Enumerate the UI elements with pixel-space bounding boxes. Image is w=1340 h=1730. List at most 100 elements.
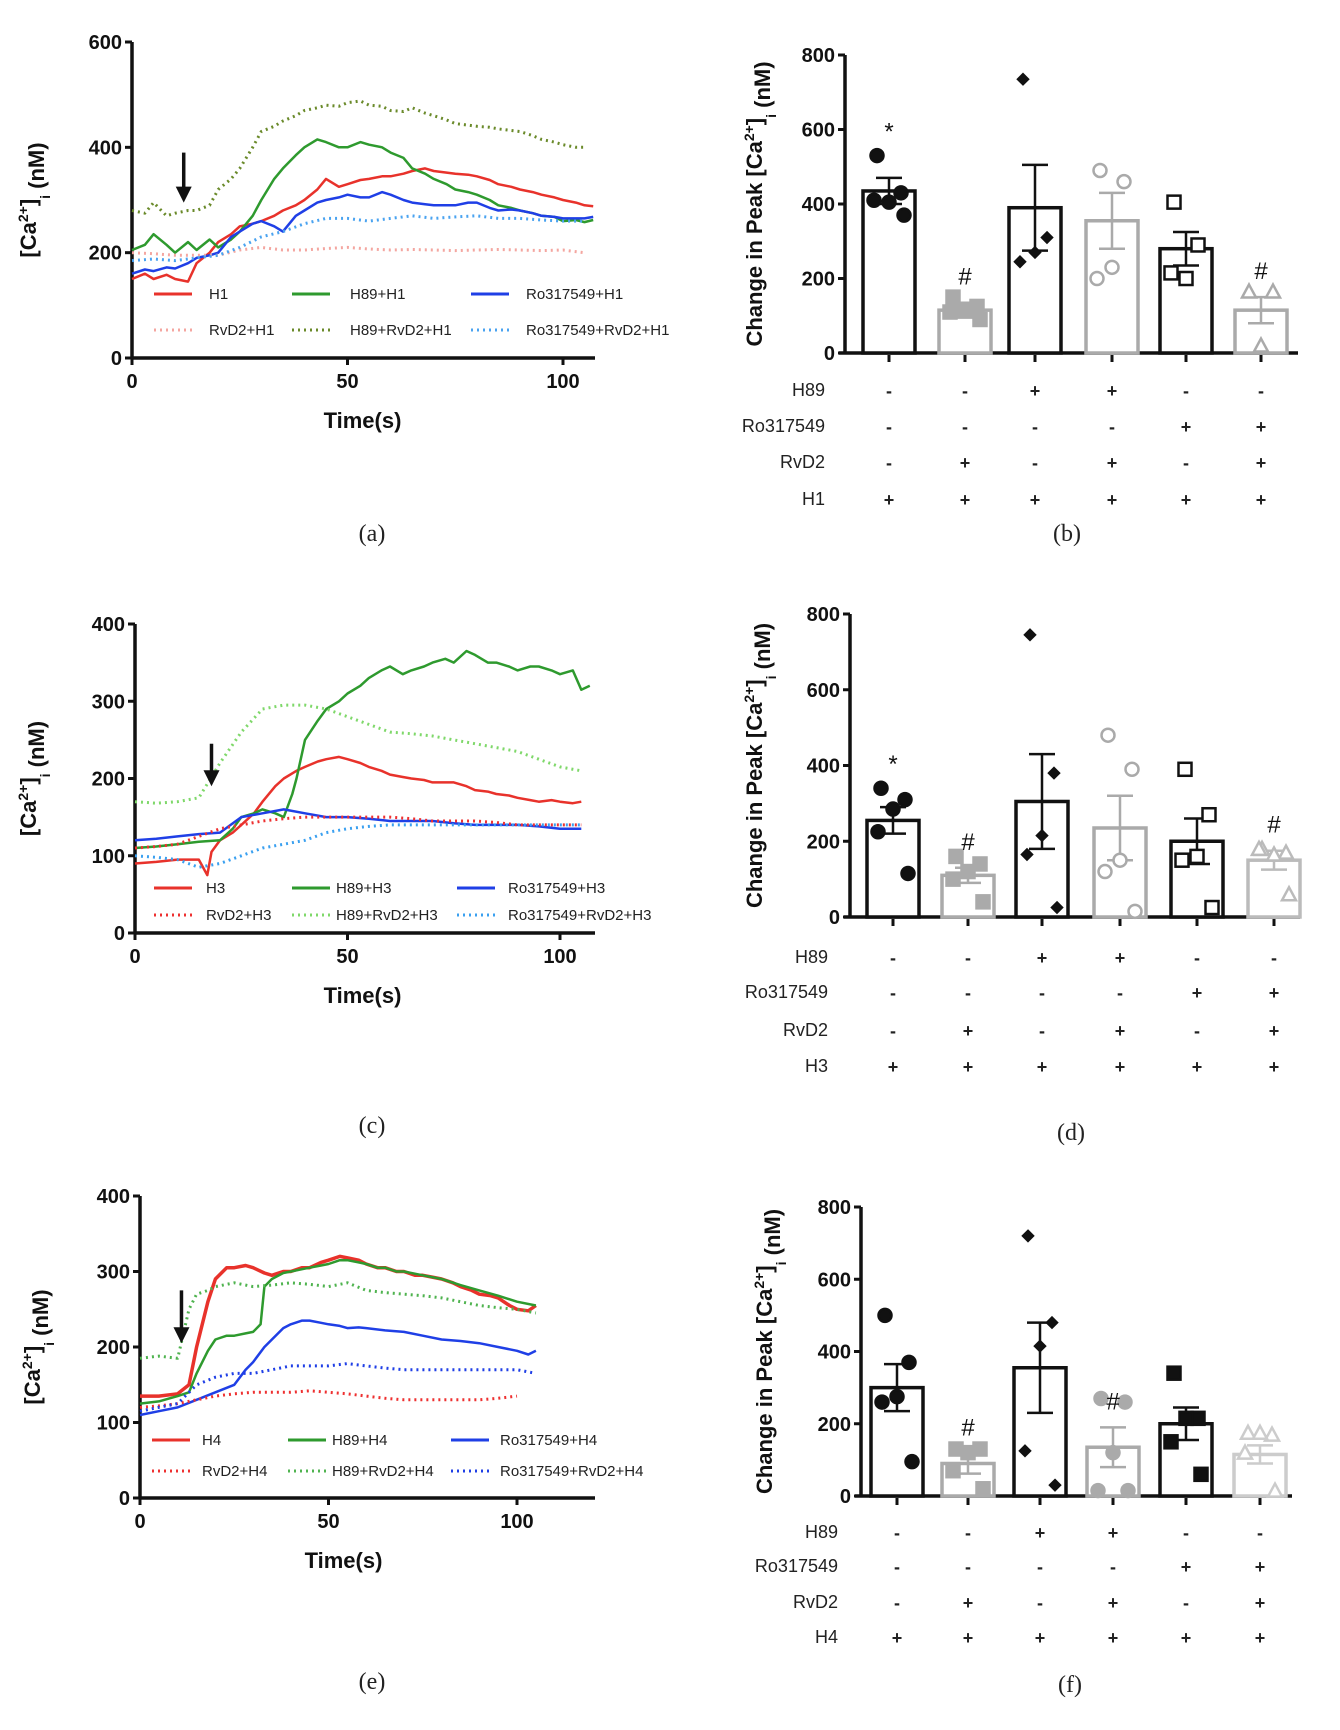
data-point-circle <box>1105 1444 1121 1461</box>
y-axis-label-post: (nM) <box>750 623 775 676</box>
condition-value: + <box>1115 1021 1126 1041</box>
data-point-square <box>1163 1434 1179 1450</box>
legend-label: H3 <box>206 880 225 897</box>
data-point-circle <box>897 791 913 808</box>
data-point-circle <box>889 1388 905 1405</box>
data-point-diamond <box>1048 1478 1062 1492</box>
data-point-circle <box>873 780 889 796</box>
series-line-5 <box>139 1362 537 1413</box>
data-point-circle <box>1090 1482 1106 1499</box>
y-axis-label-sup: 2+ <box>15 206 31 222</box>
legend-label: Ro317549+H1 <box>526 286 623 303</box>
significance-marker: # <box>1254 258 1268 285</box>
y-tick-label: 100 <box>92 846 125 868</box>
condition-value: + <box>960 490 971 510</box>
y-axis-label-pre: Change in Peak [Ca <box>742 140 767 346</box>
condition-value: - <box>1258 381 1264 401</box>
significance-marker: # <box>961 829 975 856</box>
x-tick-label: 50 <box>336 371 358 393</box>
data-point-diamond <box>1016 72 1030 86</box>
condition-value: - <box>1183 1523 1189 1543</box>
y-tick-label: 400 <box>92 614 125 636</box>
y-axis-label-sub: i <box>763 114 779 118</box>
y-tick-label: 200 <box>807 831 840 853</box>
condition-value: - <box>886 381 892 401</box>
condition-value: + <box>1181 1557 1192 1577</box>
data-point-circle <box>874 1394 890 1410</box>
significance-marker: # <box>958 264 972 291</box>
y-axis-label-sub: i <box>41 1342 57 1346</box>
data-point-circle <box>870 824 886 840</box>
data-point-triangle <box>1251 335 1271 353</box>
y-axis-label-sup: 2+ <box>19 1353 35 1369</box>
condition-value: + <box>1035 1628 1046 1648</box>
y-tick-label: 200 <box>92 769 125 791</box>
panel-caption: (b) <box>1053 521 1081 547</box>
data-point-circle <box>866 192 882 209</box>
condition-value: + <box>1108 1593 1119 1613</box>
y-tick-label: 200 <box>818 1414 851 1436</box>
x-tick-label: 50 <box>336 946 358 968</box>
x-tick-label: 100 <box>543 946 576 968</box>
y-axis-label-mid: ] <box>20 1346 45 1353</box>
data-point-circle <box>1089 270 1105 287</box>
condition-value: + <box>1255 1557 1266 1577</box>
y-tick-label: 300 <box>97 1262 130 1284</box>
y-tick-label: 600 <box>802 120 835 142</box>
data-point-square <box>1177 761 1193 778</box>
legend-label: H4 <box>202 1432 221 1449</box>
series-line-0 <box>131 167 594 283</box>
y-axis-label-mid: ] <box>16 199 41 206</box>
legend-label: H89+H1 <box>350 286 405 303</box>
y-tick-label: 800 <box>802 45 835 67</box>
condition-label: H89 <box>792 380 825 400</box>
legend-label: H89+RvD2+H4 <box>332 1463 434 1480</box>
condition-value: - <box>886 417 892 437</box>
panel-d: (d) 0 200 400 600 800 Change in Peak [Ca2+]i (… <box>741 604 1302 1146</box>
condition-value: + <box>1107 490 1118 510</box>
y-tick-label: 600 <box>89 32 122 54</box>
data-point-circle <box>893 185 909 201</box>
series-line-4 <box>134 703 582 805</box>
series-line-2 <box>131 190 594 275</box>
condition-value: + <box>1269 1021 1280 1041</box>
data-point-circle <box>904 1453 920 1470</box>
series-line-5 <box>134 823 582 869</box>
data-point-circle <box>1112 852 1128 868</box>
condition-value: - <box>962 417 968 437</box>
arrow-down-icon <box>175 186 192 203</box>
panel-caption: (e) <box>359 1669 386 1695</box>
condition-value: - <box>1109 417 1115 437</box>
condition-value: + <box>1181 490 1192 510</box>
condition-value: - <box>1194 1021 1200 1041</box>
y-axis-label: [Ca2+]i (nM) <box>15 721 53 836</box>
data-point-triangle <box>1264 844 1284 862</box>
data-point-circle <box>1097 863 1113 880</box>
y-axis-label-mid: ] <box>742 118 767 125</box>
condition-value: + <box>1108 1523 1119 1543</box>
x-tick-label: 0 <box>129 946 140 968</box>
y-tick-label: 400 <box>807 756 840 778</box>
y-axis-label-post: (nM) <box>24 142 49 195</box>
x-tick-label: 100 <box>500 1511 533 1533</box>
condition-value: + <box>1037 948 1048 968</box>
y-tick-label: 400 <box>89 137 122 159</box>
condition-value: - <box>965 948 971 968</box>
condition-label: H3 <box>805 1056 828 1076</box>
data-point-circle <box>885 801 901 817</box>
panel-caption: (f) <box>1058 1672 1082 1698</box>
y-axis-label: [Ca2+]i (nM) <box>15 142 53 257</box>
condition-label: H1 <box>802 489 825 509</box>
condition-value: + <box>888 1057 899 1077</box>
y-tick-label: 0 <box>840 1486 851 1508</box>
panel-e: (e) 0 100 200 300 400 0 50 100 Time(s) [Ca2+]i (nM… <box>19 1186 643 1695</box>
data-point-circle <box>900 865 916 882</box>
series-line-1 <box>131 138 594 254</box>
condition-value: - <box>962 381 968 401</box>
condition-value: - <box>1037 1593 1043 1613</box>
data-point-diamond <box>1013 255 1027 269</box>
series-line-3 <box>134 815 582 850</box>
data-point-square <box>975 1481 991 1497</box>
data-point-triangle <box>1263 281 1283 299</box>
